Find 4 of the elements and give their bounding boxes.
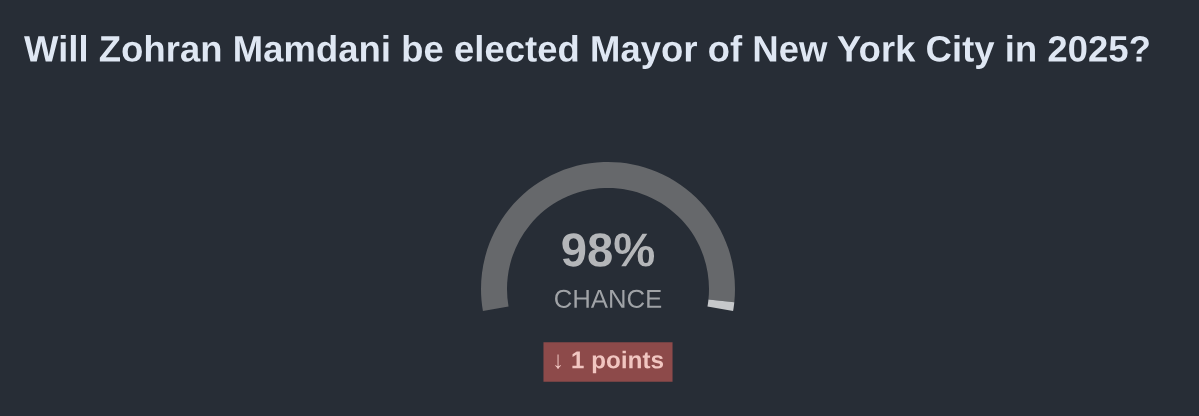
text: 98%	[562, 233, 655, 267]
text: CHANCE	[555, 289, 662, 308]
text: ↓ 1 points	[555, 350, 664, 374]
chart-title: Will Zohran Mamdani be elected Mayor of New York City in 2025?	[24, 34, 1149, 70]
